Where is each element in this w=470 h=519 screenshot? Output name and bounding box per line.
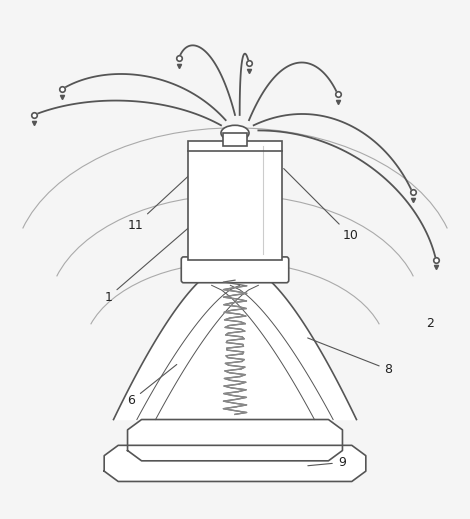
Bar xyxy=(188,141,282,260)
Text: 6: 6 xyxy=(127,364,177,407)
Text: 8: 8 xyxy=(308,338,392,376)
Text: 2: 2 xyxy=(427,317,434,330)
Polygon shape xyxy=(127,419,343,461)
Text: 1: 1 xyxy=(104,210,210,304)
Ellipse shape xyxy=(221,125,249,141)
FancyBboxPatch shape xyxy=(181,257,289,283)
Polygon shape xyxy=(114,270,356,419)
Polygon shape xyxy=(104,445,366,482)
Bar xyxy=(223,133,247,146)
Text: 9: 9 xyxy=(308,456,345,469)
Text: 11: 11 xyxy=(127,148,219,231)
Text: 10: 10 xyxy=(284,169,358,242)
